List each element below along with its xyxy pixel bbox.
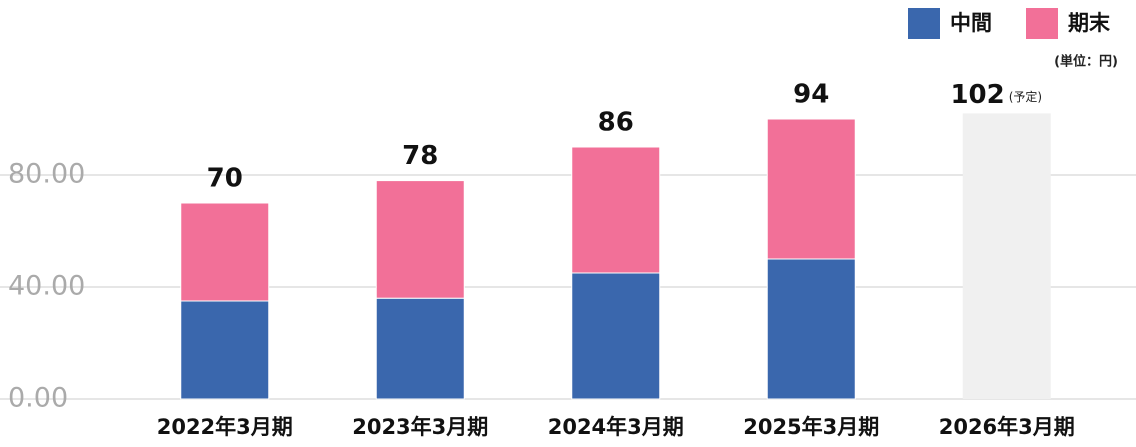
annotation: (予定) <box>1009 89 1042 104</box>
bar-segment <box>375 180 465 299</box>
bar-segment <box>766 118 856 260</box>
x-tick-label: 2026年3月期 <box>939 415 1075 439</box>
total-label: 102 <box>950 80 1004 110</box>
unit-label: (単位：円) <box>1054 54 1118 70</box>
legend-label: 期末 <box>1068 11 1111 35</box>
y-tick-label: 80.00 <box>8 159 85 190</box>
legend-label: 中間 <box>950 11 992 35</box>
x-tick-label: 2025年3月期 <box>743 415 879 439</box>
bar-segment <box>571 272 661 400</box>
x-tick-label: 2024年3月期 <box>548 415 684 439</box>
x-tick-label: 2022年3月期 <box>157 415 293 439</box>
total-label: 70 <box>207 164 243 194</box>
total-label: 94 <box>793 80 829 110</box>
x-tick-label: 2023年3月期 <box>352 415 488 439</box>
bar-segment <box>375 297 465 400</box>
y-tick-label: 0.00 <box>8 383 68 414</box>
bar-segment <box>180 202 270 302</box>
bar-segment <box>766 258 856 400</box>
bar-segment <box>180 300 270 400</box>
legend-swatch <box>908 8 940 39</box>
legend-swatch <box>1026 8 1058 39</box>
total-label: 86 <box>598 108 634 138</box>
bar-segment <box>571 146 661 274</box>
y-tick-label: 40.00 <box>8 271 85 302</box>
total-label: 78 <box>402 141 438 171</box>
forecast-bar <box>962 113 1051 400</box>
